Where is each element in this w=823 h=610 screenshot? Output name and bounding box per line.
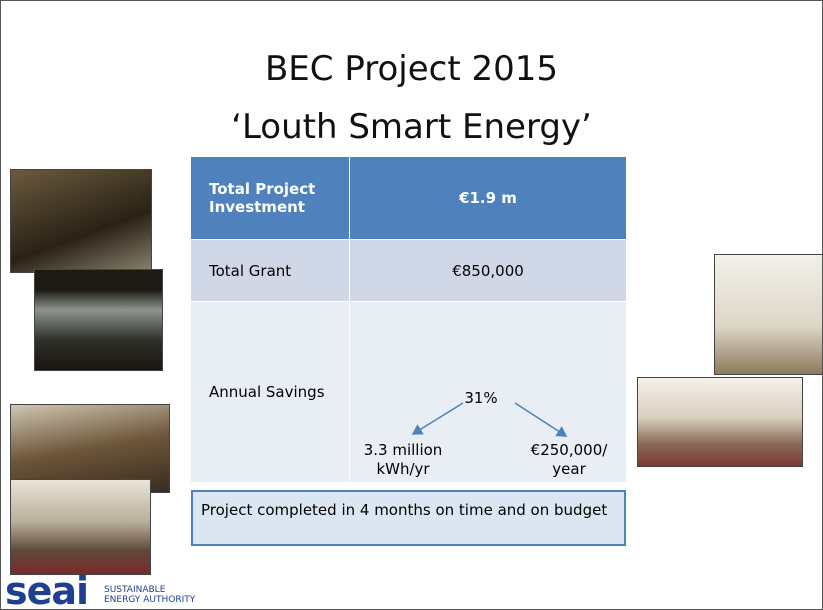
slide: BEC Project 2015 ‘Louth Smart Energy’ To…: [0, 0, 823, 610]
arrow: [413, 403, 463, 434]
note: Project completed in 4 months on time an…: [191, 490, 626, 546]
logo-text: ENERGY AUTHORITY: [104, 595, 195, 605]
logo-text: SUSTAINABLE: [104, 585, 165, 595]
logo-mark: seai: [5, 571, 88, 610]
arrow: [515, 403, 566, 436]
